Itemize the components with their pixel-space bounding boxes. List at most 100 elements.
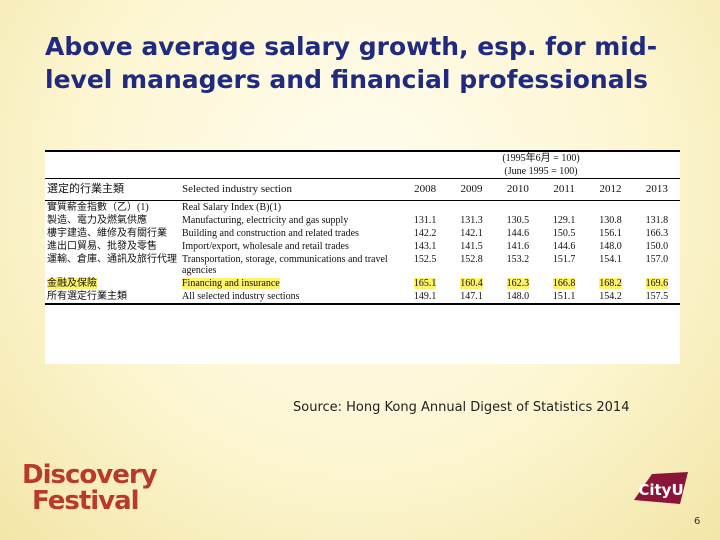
value: 150.0 <box>645 241 669 252</box>
cell: 130.8 <box>587 214 633 227</box>
row: 運輸、倉庫、通訊及旅行代理 Transportation, storage, co… <box>45 253 680 277</box>
cell: 150.5 <box>541 227 587 240</box>
value: 150.5 <box>552 228 576 239</box>
cell: 141.5 <box>448 240 494 253</box>
cell: 所有選定行業主類 <box>45 290 180 305</box>
en-label: Building and construction and related tr… <box>182 228 359 239</box>
cell: 149.1 <box>402 290 449 305</box>
value: 130.5 <box>506 215 530 226</box>
cell: 153.2 <box>495 253 541 277</box>
value: 130.8 <box>599 215 622 226</box>
value: 131.1 <box>413 215 437 226</box>
spacer <box>180 165 402 179</box>
cell: All selected industry sections <box>180 290 402 305</box>
value: 152.8 <box>460 254 483 265</box>
row: 樓宇建造、維修及有關行業 Building and construction an… <box>45 227 680 240</box>
value: 154.2 <box>599 291 622 302</box>
table-body: (1995年6月 = 100) (June 1995 = 100) 選定的行業主類 S… <box>45 150 680 305</box>
en-label: All selected industry sections <box>182 291 300 302</box>
row: 進出口貿易、批發及零售 Import/export, wholesale and … <box>45 240 680 253</box>
cell: 148.0 <box>494 290 541 305</box>
row: 金融及保險 Financing and insurance 165.1 160.4 16… <box>45 277 680 290</box>
zh-label: 進出口貿易、批發及零售 <box>47 241 157 252</box>
value: 166.8 <box>552 278 576 289</box>
page-number: 6 <box>694 516 701 527</box>
value: 148.0 <box>599 241 622 252</box>
cell: 運輸、倉庫、通訊及旅行代理 <box>45 253 180 277</box>
cell: 154.2 <box>587 290 634 305</box>
value: 152.5 <box>413 254 437 265</box>
cell: 150.0 <box>634 240 680 253</box>
cell <box>495 201 541 215</box>
header-cell: Selected industry section <box>180 178 402 201</box>
cell: 157.5 <box>633 290 680 305</box>
value: 151.1 <box>552 291 576 302</box>
value: 143.1 <box>413 241 437 252</box>
salary-table: (1995年6月 = 100) (June 1995 = 100) 選定的行業主類 S… <box>45 150 680 305</box>
value: 131.3 <box>460 215 483 226</box>
cell: Manufacturing, electricity and gas suppl… <box>180 214 402 227</box>
spacer <box>45 165 180 179</box>
cell <box>541 201 587 215</box>
note: (1995年6月 = 100) <box>402 150 680 165</box>
cell: 151.1 <box>540 290 588 305</box>
header-row: 選定的行業主類 Selected industry section 2008 2009… <box>45 178 680 201</box>
cell: 製造、電力及燃氣供應 <box>45 214 180 227</box>
cell: 129.1 <box>541 214 587 227</box>
value: 157.5 <box>645 291 669 302</box>
note-row: (1995年6月 = 100) <box>45 150 680 165</box>
cell: 130.5 <box>495 214 541 227</box>
cell <box>448 201 494 215</box>
zh-label: 製造、電力及燃氣供應 <box>47 215 147 226</box>
value: 168.2 <box>599 278 622 289</box>
value: 148.0 <box>506 291 530 302</box>
cell: 進出口貿易、批發及零售 <box>45 240 180 253</box>
cell: 131.1 <box>402 214 448 227</box>
cell: 154.1 <box>587 253 633 277</box>
cell: 金融及保險 <box>45 277 180 290</box>
header-cell: 2013 <box>633 178 680 201</box>
row: 製造、電力及燃氣供應 Manufacturing, electricity and… <box>45 214 680 227</box>
cell: 131.3 <box>448 214 494 227</box>
cell: Building and construction and related tr… <box>180 227 402 240</box>
source-note: Source: Hong Kong Annual Digest of Stati… <box>293 400 630 415</box>
table-box: (1995年6月 = 100) (June 1995 = 100) 選定的行業主類 S… <box>45 150 680 364</box>
zh-label: 實質薪金指數（乙）(1) <box>47 202 149 213</box>
cell: 151.7 <box>541 253 587 277</box>
logo-line: Discovery <box>22 460 158 490</box>
cell: 147.1 <box>448 290 495 305</box>
cell: 148.0 <box>587 240 633 253</box>
cell: 131.8 <box>634 214 680 227</box>
value: 160.4 <box>460 278 483 289</box>
header-cell: 選定的行業主類 <box>45 178 180 201</box>
note-row: (June 1995 = 100) <box>45 165 680 179</box>
value: 166.3 <box>645 228 669 239</box>
value: 129.1 <box>552 215 576 226</box>
value: 142.1 <box>460 228 483 239</box>
spacer <box>180 150 402 165</box>
logo-shape <box>634 472 688 504</box>
value: 156.1 <box>599 228 622 239</box>
value: 144.6 <box>506 228 530 239</box>
zh-label: 金融及保險 <box>47 278 97 289</box>
row: 所有選定行業主類 All selected industry sections 14… <box>45 290 680 305</box>
cell: 樓宇建造、維修及有關行業 <box>45 227 180 240</box>
value: 165.1 <box>413 278 437 289</box>
note: (June 1995 = 100) <box>504 166 578 177</box>
cell <box>634 201 680 215</box>
value: 169.6 <box>645 278 669 289</box>
header-cell: 2008 <box>402 178 449 201</box>
cell: 152.5 <box>402 253 448 277</box>
logo-text: CityU <box>638 481 683 499</box>
value: 142.2 <box>413 228 437 239</box>
en-label: Financing and insurance <box>182 278 280 289</box>
cell: 166.8 <box>541 277 587 290</box>
header-cell: 2011 <box>540 178 588 201</box>
header-cell: 2010 <box>494 178 541 201</box>
slide-title: Above average salary growth, esp. for mi… <box>45 32 658 94</box>
discovery-logo: Discovery Festival <box>22 460 158 516</box>
value: 147.1 <box>460 291 483 302</box>
logo-line: Festival <box>32 486 140 516</box>
cell: 141.6 <box>495 240 541 253</box>
